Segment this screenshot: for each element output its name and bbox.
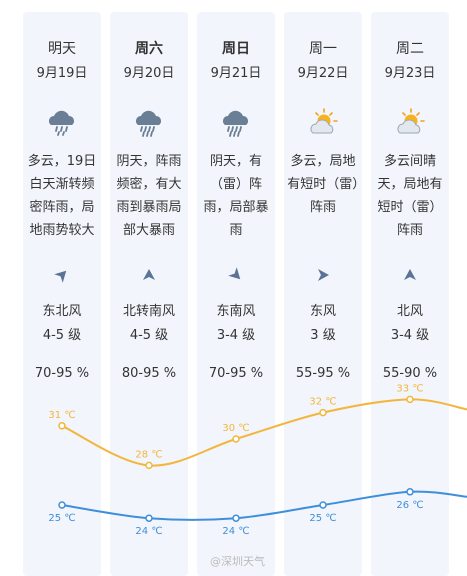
day-label: 周一	[309, 41, 337, 57]
wind-direction: 北转南风	[122, 304, 175, 319]
day-label: 周二	[396, 41, 424, 57]
date-label: 9月19日	[36, 66, 88, 81]
north-wind-arrow-icon	[402, 267, 418, 283]
weather-description: 多云间晴天，局地有短时（雷）阵雨	[377, 154, 443, 238]
weather-description: 多云，局地有短时（雷）阵雨	[287, 154, 359, 215]
forecast-column: 周一 9月22日多云，局地有短时（雷）阵雨东风 3 级 55-95 %	[284, 12, 362, 576]
wind-direction: 东风	[309, 304, 336, 319]
east-wind-arrow-icon	[315, 267, 331, 283]
date-label: 9月21日	[210, 66, 262, 81]
forecast-column: 明天 9月19日多云，19日白天渐转频密阵雨，局地雨势较大东北风 4-5 级 70-9…	[23, 12, 101, 576]
heavy-rain-icon	[46, 107, 78, 139]
day-label: 明天	[48, 41, 76, 57]
humidity: 70-95 %	[34, 366, 90, 381]
wind-level: 3-4 级	[216, 328, 256, 343]
humidity: 80-95 %	[121, 366, 177, 381]
watermark: @深圳天气	[210, 555, 265, 568]
southeast-wind-arrow-icon	[228, 267, 244, 283]
north-wind-arrow-icon	[141, 267, 157, 283]
humidity: 55-90 %	[382, 366, 438, 381]
northeast-wind-arrow-icon	[54, 267, 70, 283]
forecast-column: 周日 9月21日阴天，有（雷）阵雨，局部暴雨东南风 3-4 级 70-95 %	[197, 12, 275, 576]
sun-cloud-icon	[307, 107, 339, 139]
wind-level: 3 级	[310, 328, 336, 343]
sun-cloud-icon	[394, 107, 426, 139]
humidity: 55-95 %	[295, 366, 351, 381]
wind-level: 4-5 级	[129, 328, 169, 343]
day-label: 周六	[135, 41, 163, 57]
wind-direction: 东南风	[216, 304, 256, 319]
wind-direction: 北风	[396, 304, 423, 319]
rainstorm-icon	[133, 107, 165, 139]
wind-level: 4-5 级	[42, 328, 82, 343]
forecast-column: 周二 9月23日多云间晴天，局地有短时（雷）阵雨北风 3-4 级 55-90 %	[371, 12, 449, 576]
date-label: 9月23日	[384, 66, 436, 81]
date-label: 9月22日	[297, 66, 349, 81]
wind-direction: 东北风	[42, 304, 82, 319]
day-label: 周日	[222, 41, 250, 57]
wind-level: 3-4 级	[390, 328, 430, 343]
weather-description: 多云，19日白天渐转频密阵雨，局地雨势较大	[27, 154, 97, 238]
rainstorm-icon	[220, 107, 252, 139]
weather-description: 阴天，有（雷）阵雨，局部暴雨	[203, 154, 269, 238]
humidity: 70-95 %	[208, 366, 264, 381]
weather-description: 阴天，阵雨频密，有大雨到暴雨局部大暴雨	[116, 154, 182, 238]
date-label: 9月20日	[123, 66, 175, 81]
forecast-column: 周六 9月20日阴天，阵雨频密，有大雨到暴雨局部大暴雨北转南风 4-5 级 80-95…	[110, 12, 188, 576]
